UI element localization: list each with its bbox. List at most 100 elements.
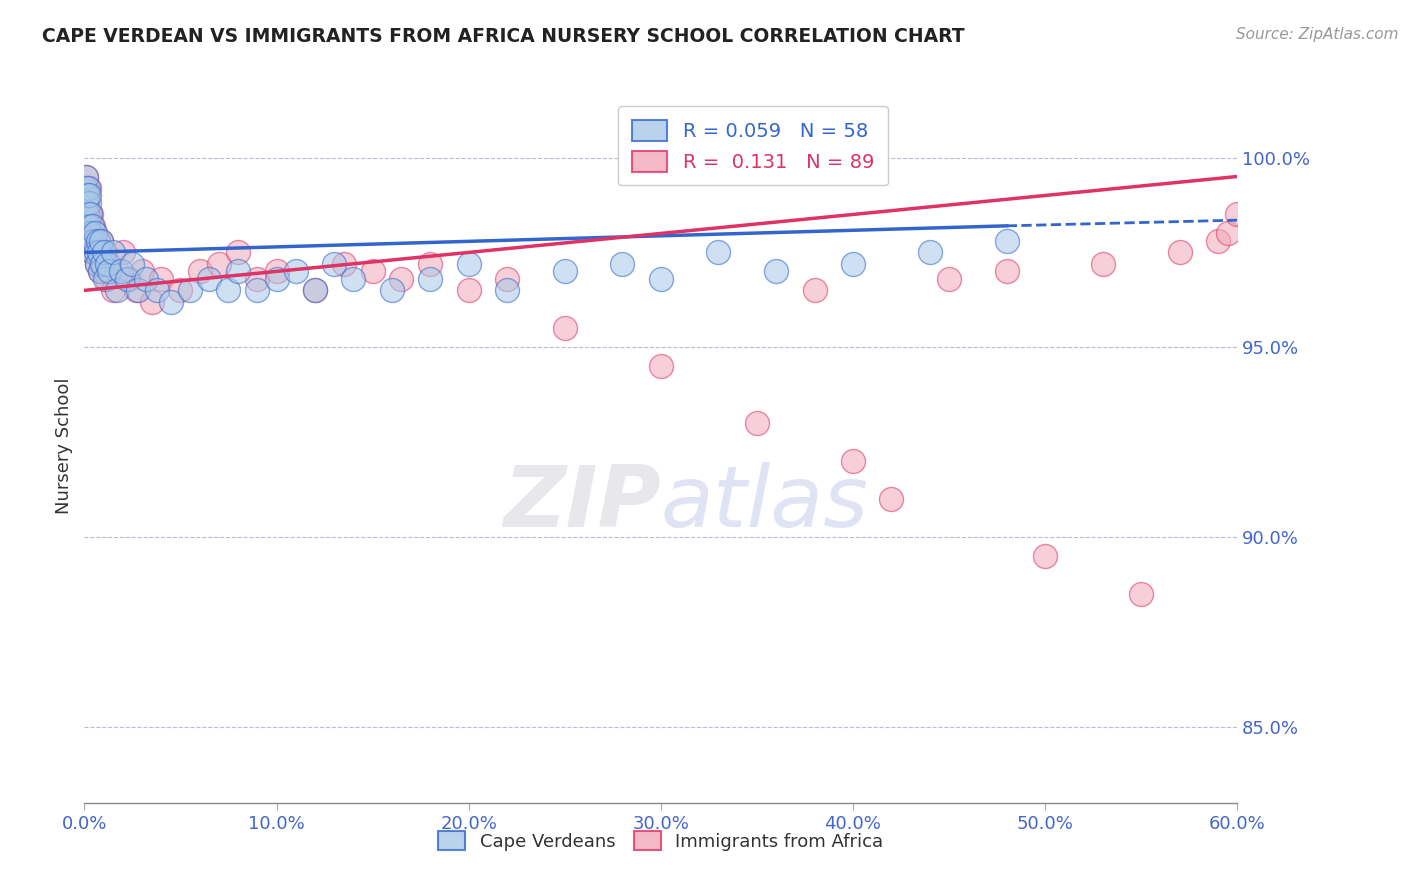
Point (121, 257, 143, 271)
Point (77, 181, 100, 195)
Point (361, 264, 384, 278)
Point (554, 321, 576, 335)
Point (496, 272, 519, 286)
Point (117, 272, 139, 286)
Point (1033, 549, 1056, 563)
Point (141, 294, 163, 309)
Point (150, 272, 173, 286)
Point (179, 284, 201, 298)
Point (554, 264, 576, 278)
Point (96, 257, 118, 271)
Point (84, 227, 107, 241)
Point (1206, 234, 1229, 248)
Point (89, 264, 111, 278)
Point (160, 294, 183, 309)
Text: ZIP: ZIP (503, 461, 661, 545)
Point (1091, 257, 1114, 271)
Point (75, 169, 97, 184)
Point (1216, 227, 1239, 241)
Point (86, 257, 108, 271)
Text: atlas: atlas (661, 461, 869, 545)
Point (342, 272, 364, 286)
Point (79, 227, 101, 241)
Point (765, 264, 787, 278)
Point (93, 264, 115, 278)
Point (650, 359, 672, 374)
Point (80, 245, 103, 260)
Point (995, 234, 1018, 248)
Point (86, 257, 108, 271)
Point (76, 188, 98, 202)
Point (105, 264, 128, 278)
Point (246, 284, 269, 298)
Point (96, 272, 118, 286)
Point (90, 257, 112, 271)
Point (93, 245, 115, 260)
Point (110, 264, 132, 278)
Point (457, 257, 479, 271)
Point (745, 416, 768, 430)
Point (381, 284, 404, 298)
Point (98, 257, 121, 271)
Point (246, 272, 269, 286)
Point (188, 264, 211, 278)
Point (226, 264, 249, 278)
Point (1226, 207, 1249, 221)
Point (76, 196, 98, 211)
Point (419, 272, 441, 286)
Point (918, 245, 941, 260)
Point (391, 272, 413, 286)
Point (87, 234, 110, 248)
Point (87, 245, 110, 260)
Point (266, 272, 288, 286)
Point (103, 284, 124, 298)
Point (135, 272, 157, 286)
Point (77, 196, 100, 211)
Point (98, 264, 121, 278)
Point (995, 264, 1018, 278)
Point (333, 257, 356, 271)
Legend: Cape Verdeans, Immigrants from Africa: Cape Verdeans, Immigrants from Africa (432, 824, 890, 858)
Point (304, 284, 326, 298)
Text: Source: ZipAtlas.com: Source: ZipAtlas.com (1236, 27, 1399, 42)
Point (125, 284, 148, 298)
Point (80, 207, 103, 221)
Point (90, 257, 112, 271)
Point (198, 272, 221, 286)
Point (457, 284, 479, 298)
Point (419, 257, 441, 271)
Point (89, 264, 111, 278)
Point (75, 169, 97, 184)
Text: CAPE VERDEAN VS IMMIGRANTS FROM AFRICA NURSERY SCHOOL CORRELATION CHART: CAPE VERDEAN VS IMMIGRANTS FROM AFRICA N… (42, 27, 965, 45)
Point (938, 272, 960, 286)
Point (82, 245, 104, 260)
Point (707, 245, 730, 260)
Point (226, 245, 249, 260)
Point (77, 207, 100, 221)
Point (105, 284, 128, 298)
Point (496, 284, 519, 298)
Point (75, 196, 97, 211)
Point (94, 272, 117, 286)
Point (304, 284, 326, 298)
Point (111, 245, 134, 260)
Point (76, 181, 98, 195)
Point (87, 245, 110, 260)
Point (1130, 587, 1153, 601)
Point (323, 257, 346, 271)
Point (90, 234, 112, 248)
Point (77, 219, 100, 233)
Point (84, 245, 107, 260)
Point (842, 257, 865, 271)
Point (77, 188, 100, 202)
Point (75, 196, 97, 211)
Point (803, 284, 825, 298)
Point (612, 257, 634, 271)
Point (1168, 245, 1191, 260)
Point (82, 219, 104, 233)
Point (146, 284, 169, 298)
Y-axis label: Nursery School: Nursery School (55, 377, 73, 515)
Point (208, 257, 231, 271)
Point (80, 219, 103, 233)
Point (83, 234, 105, 248)
